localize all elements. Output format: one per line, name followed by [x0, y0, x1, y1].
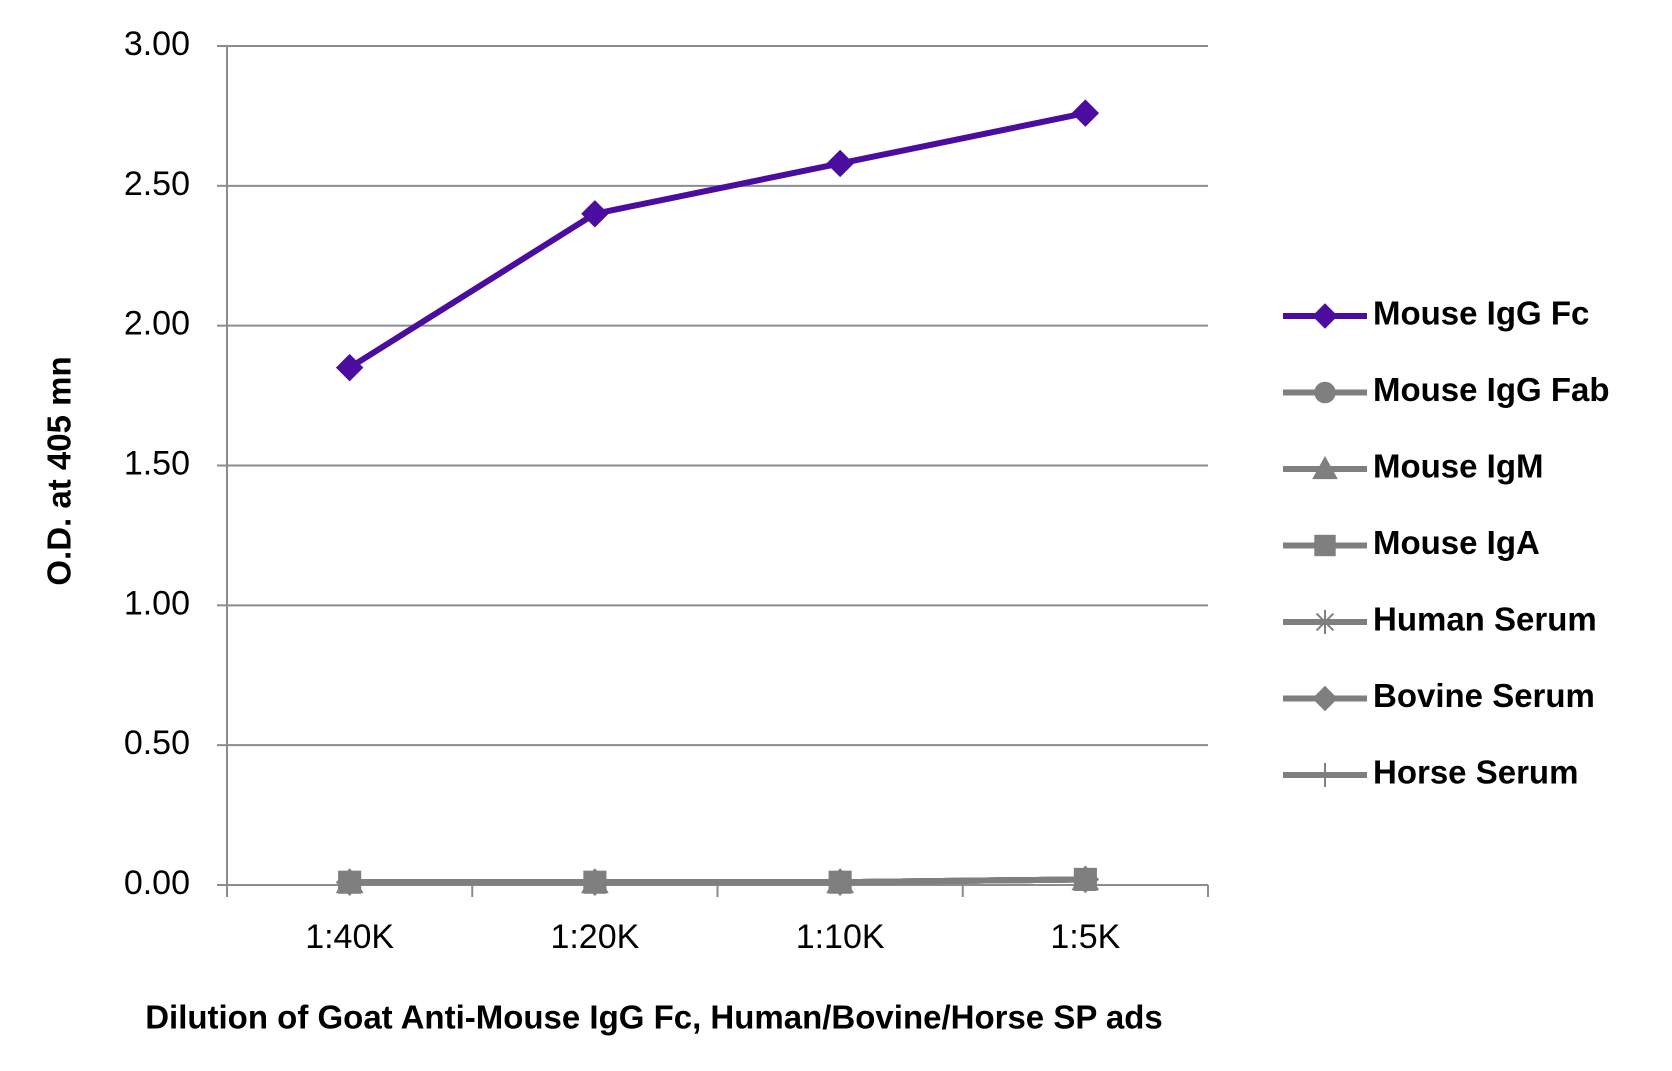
y-tick-label: 0.00: [124, 864, 190, 902]
legend-label: Mouse IgG Fab: [1373, 371, 1610, 408]
marker: [335, 353, 364, 382]
x-tick-label: 1:5K: [1050, 918, 1120, 956]
marker: [1312, 455, 1338, 480]
marker: [338, 870, 362, 894]
marker: [1314, 534, 1336, 557]
marker: [1313, 610, 1337, 634]
marker: [581, 200, 609, 228]
marker: [1071, 99, 1100, 127]
legend-label: Bovine Serum: [1373, 677, 1595, 714]
legend-label: Mouse IgM: [1373, 448, 1544, 485]
marker: [1073, 867, 1097, 891]
marker: [826, 149, 854, 178]
marker: [583, 870, 607, 894]
y-tick-label: 3.00: [124, 25, 190, 63]
y-tick-label: 0.50: [124, 724, 190, 762]
legend-label: Mouse IgA: [1373, 524, 1540, 561]
y-tick-label: 1.50: [124, 444, 190, 482]
x-tick-label: 1:20K: [550, 918, 639, 956]
y-tick-label: 2.00: [124, 305, 190, 343]
x-axis-title: Dilution of Goat Anti-Mouse IgG Fc, Huma…: [145, 999, 1163, 1036]
marker: [1312, 303, 1338, 329]
x-tick-label: 1:40K: [305, 918, 394, 956]
y-tick-label: 1.00: [124, 584, 190, 622]
marker: [1313, 763, 1337, 787]
legend-label: Horse Serum: [1373, 754, 1578, 791]
marker: [1314, 381, 1336, 404]
legend-label: Human Serum: [1373, 601, 1597, 638]
marker: [1312, 685, 1338, 712]
series-line: [348, 110, 1086, 371]
y-tick-label: 2.50: [124, 165, 190, 203]
legend-label: Mouse IgG Fc: [1373, 295, 1589, 332]
marker: [828, 870, 852, 894]
y-axis-title: O.D. at 405 mn: [41, 356, 78, 585]
series-line: [349, 876, 1086, 886]
x-tick-label: 1:10K: [796, 918, 885, 956]
